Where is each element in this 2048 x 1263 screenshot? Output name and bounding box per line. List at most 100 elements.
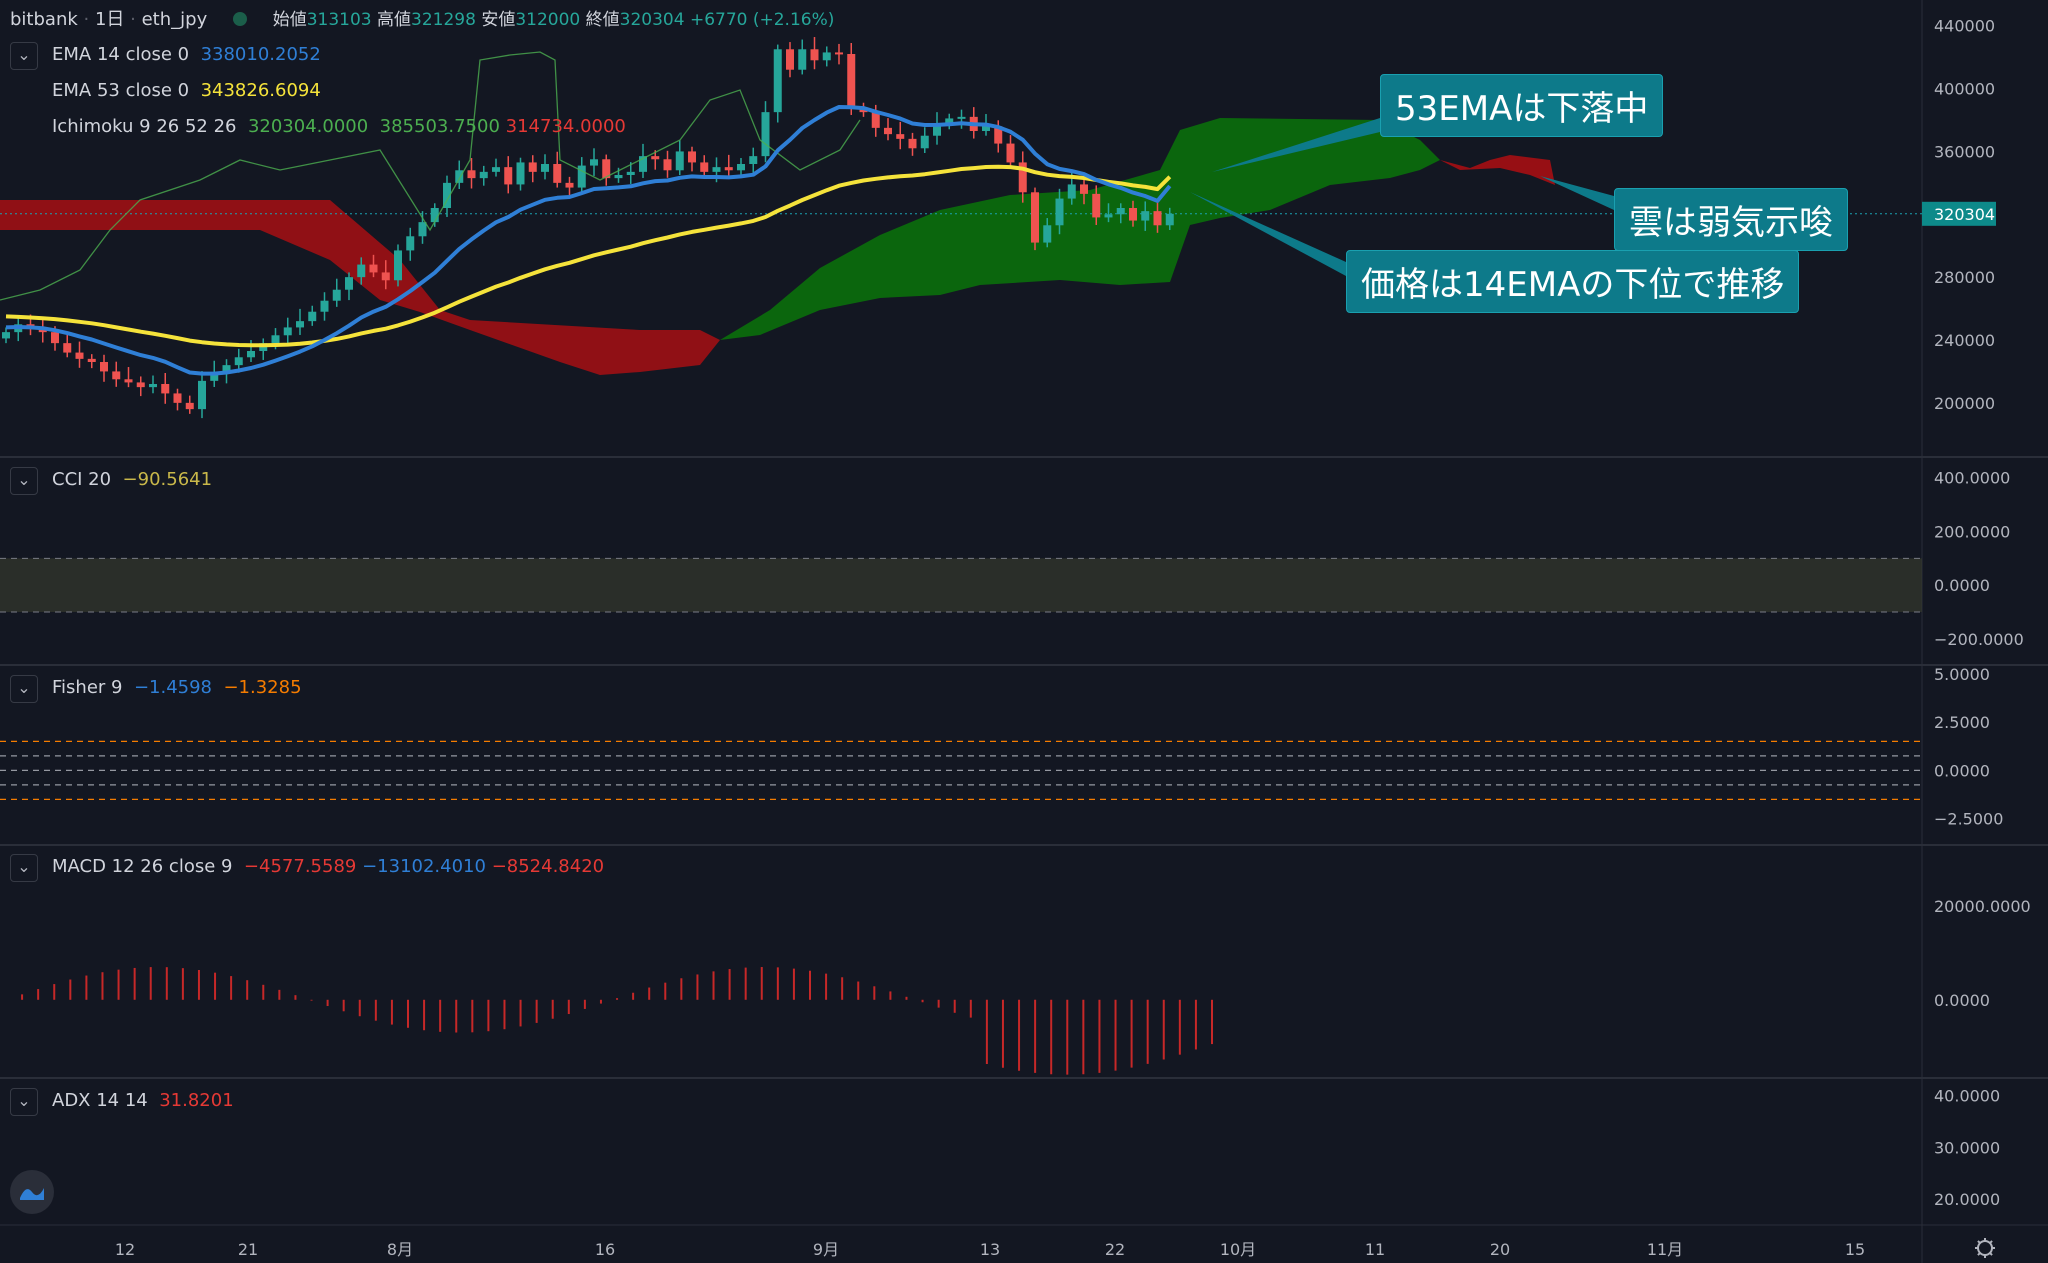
adx-axis-tick: 40.0000 — [1934, 1086, 2000, 1105]
adx-axis-tick: 20.0000 — [1934, 1190, 2000, 1209]
price-axis-tick: 280000 — [1934, 268, 1995, 287]
time-axis-tick: 8月 — [387, 1240, 413, 1259]
candle-body — [467, 170, 476, 179]
candle-body — [63, 343, 72, 353]
candle-body — [75, 352, 84, 359]
close-label: 終値 — [585, 10, 620, 30]
legend-macd[interactable]: MACD 12 26 close 9 −4577.5589 −13102.401… — [52, 856, 604, 877]
candle-body — [651, 156, 660, 160]
collapse-fisher-chevron-icon[interactable]: ⌄ — [10, 675, 38, 703]
candle-body — [602, 159, 611, 179]
candle-body — [1018, 162, 1027, 193]
legend-ema53[interactable]: EMA 53 close 0 343826.6094 — [52, 80, 321, 101]
legend-adx[interactable]: ADX 14 14 31.8201 — [52, 1090, 234, 1111]
candle-body — [565, 182, 574, 188]
open-label: 始値 — [272, 10, 307, 30]
candle-body — [1031, 192, 1039, 243]
candle-body — [908, 138, 917, 149]
candle-body — [982, 126, 990, 131]
ichimoku-cloud-bearish — [0, 200, 720, 375]
candle-body — [920, 135, 929, 149]
candle-body — [847, 54, 856, 108]
candle-body — [724, 167, 733, 171]
symbol-exchange[interactable]: bitbank — [10, 9, 78, 30]
candle-body — [1104, 214, 1113, 218]
time-axis-tick: 11月 — [1647, 1240, 1683, 1259]
fisher-axis-tick: 5.0000 — [1934, 665, 1990, 684]
macd-histogram — [21, 967, 1213, 1075]
candle-body — [210, 373, 219, 381]
candle-body — [443, 182, 451, 208]
callout-price-below-ema14: 価格は14EMAの下位で推移 — [1346, 250, 1800, 313]
macd-axis-tick: 0.0000 — [1934, 991, 1990, 1010]
collapse-legend-chevron-icon[interactable]: ⌄ — [10, 42, 38, 70]
current-price-label: 320304 — [1934, 205, 1995, 224]
change-value: +6770 (+2.16%) — [689, 10, 835, 30]
legend-fisher[interactable]: Fisher 9 −1.4598 −1.3285 — [52, 677, 302, 698]
candle-body — [688, 151, 696, 163]
legend-ema14[interactable]: EMA 14 close 0 338010.2052 — [52, 44, 321, 65]
gear-icon — [1975, 1238, 1995, 1258]
time-axis-tick: 10月 — [1220, 1240, 1256, 1259]
cci-label: CCI 20 — [52, 469, 112, 490]
gear-icon-tooth — [1989, 1252, 1993, 1256]
ema14-label: EMA 14 close 0 — [52, 44, 190, 65]
candle-body — [332, 289, 341, 301]
candle-body — [994, 126, 1003, 144]
candle-body — [345, 277, 353, 290]
candle-body — [1067, 184, 1076, 199]
candle-body — [185, 402, 194, 410]
candle-body — [283, 327, 292, 336]
tradingview-logo-icon[interactable] — [10, 1170, 54, 1214]
collapse-macd-chevron-icon[interactable]: ⌄ — [10, 854, 38, 882]
timeframe[interactable]: 1日 — [94, 9, 125, 30]
legend-cci[interactable]: CCI 20 −90.5641 — [52, 469, 212, 490]
price-axis-tick: 240000 — [1934, 331, 1995, 350]
ema53-value: 343826.6094 — [200, 80, 321, 101]
callout-pointer-ema53 — [1212, 118, 1380, 172]
macd-value-3: −8524.8420 — [491, 856, 605, 877]
ema14-line — [5, 105, 1172, 376]
gear-icon-tooth — [1977, 1240, 1981, 1244]
chart-header: bitbank · 1日 · eth_jpy 始値313103 高値321298… — [10, 9, 835, 30]
candle-body — [884, 127, 892, 135]
adx-label: ADX 14 14 — [52, 1090, 148, 1111]
fisher-axis-tick: 0.0000 — [1934, 761, 1990, 780]
time-axis-tick: 22 — [1105, 1240, 1125, 1259]
candle-body — [38, 329, 47, 333]
candle-body — [296, 321, 304, 328]
candle-body — [308, 311, 317, 322]
macd-value-1: −4577.5589 — [243, 856, 357, 877]
pair[interactable]: eth_jpy — [141, 9, 208, 30]
legend-ichimoku[interactable]: Ichimoku 9 26 52 26 320304.0000 385503.7… — [52, 116, 626, 137]
candle-body — [541, 164, 549, 172]
macd-axis-tick: 20000.0000 — [1934, 897, 2031, 916]
candle-body — [406, 236, 415, 251]
time-axis-tick: 16 — [595, 1240, 615, 1259]
ichimoku-cloud-bullish — [720, 118, 1440, 340]
cci-axis-tick: −200.0000 — [1934, 630, 2024, 649]
candle-body — [626, 171, 635, 175]
ema53-line — [5, 164, 1172, 348]
callout-pointer-price — [1190, 192, 1346, 276]
price-axis-tick: 200000 — [1934, 394, 1995, 413]
open-value: 313103 — [306, 10, 372, 30]
ichimoku-value-1: 320304.0000 — [247, 116, 369, 137]
candle-body — [945, 118, 954, 124]
price-axis-tick: 400000 — [1934, 80, 1995, 99]
candle-body — [479, 171, 488, 179]
collapse-adx-chevron-icon[interactable]: ⌄ — [10, 1088, 38, 1116]
time-axis-tick: 9月 — [813, 1240, 839, 1259]
candle-body — [516, 162, 525, 185]
candle-body — [418, 222, 427, 237]
candle-body — [957, 116, 966, 119]
candle-body — [810, 49, 819, 61]
candle-body — [504, 167, 513, 185]
collapse-cci-chevron-icon[interactable]: ⌄ — [10, 467, 38, 495]
current-price-badge — [1922, 201, 1996, 226]
ema53-label: EMA 53 close 0 — [52, 80, 190, 101]
candle-body — [1055, 198, 1064, 226]
candle-body — [149, 384, 157, 388]
candle-body — [173, 393, 182, 403]
candle-body — [455, 170, 464, 183]
